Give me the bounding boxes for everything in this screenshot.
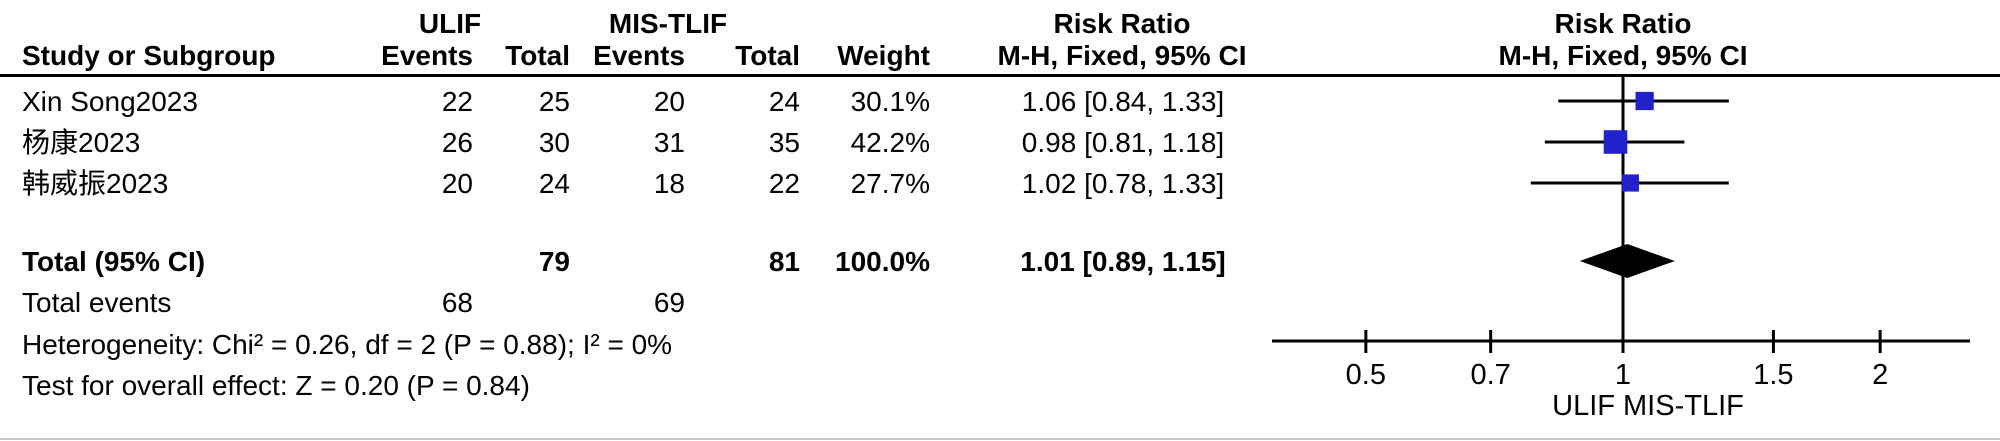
study-ci-text: 1.02 [0.78, 1.33] <box>1021 168 1225 199</box>
table-row: 杨康2023 26 30 31 35 42.2% 0.98 [0.81, 1.1… <box>0 125 2000 161</box>
events-group1: 20 <box>441 168 473 199</box>
method-header-left: M-H, Fixed, 95% CI <box>997 40 1247 71</box>
events-group1: 26 <box>441 127 473 158</box>
total-label: Total (95% CI) <box>22 246 206 277</box>
total-ci-text: 1.01 [0.89, 1.15] <box>1020 246 1226 277</box>
axis-tick-label: 0.7 <box>1471 359 1511 391</box>
total-events-group1: 68 <box>441 287 473 318</box>
total1-column-header: Total <box>505 40 570 71</box>
events1-column-header: Events <box>381 40 473 71</box>
events-group2: 18 <box>653 168 685 199</box>
axis-tick-label: 1 <box>1615 359 1631 391</box>
effect-square <box>1621 174 1639 192</box>
header-divider <box>0 74 2000 77</box>
events-group2: 31 <box>653 127 685 158</box>
total-events-label: Total events <box>22 287 172 318</box>
effect-square <box>1635 91 1654 111</box>
axis-tick-label: 0.5 <box>1346 359 1386 391</box>
study-weight: 30.1% <box>850 86 930 117</box>
risk-ratio-header-right: Risk Ratio <box>1554 8 1692 39</box>
study-column-header: Study or Subgroup <box>22 40 276 71</box>
weight-column-header: Weight <box>837 40 930 71</box>
total-weight: 100.0% <box>835 246 930 277</box>
study-weight: 27.7% <box>850 168 930 199</box>
total-group1: 25 <box>538 86 570 117</box>
total-group2: 35 <box>768 127 800 158</box>
heterogeneity-text: Heterogeneity: Chi² = 0.26, df = 2 (P = … <box>22 329 673 360</box>
events2-column-header: Events <box>593 40 685 71</box>
method-header-right: M-H, Fixed, 95% CI <box>1498 40 1748 71</box>
events-group2: 20 <box>653 86 685 117</box>
total-group1: 24 <box>538 168 570 199</box>
study-name: 韩威振2023 <box>22 168 169 199</box>
bottom-border <box>0 438 2000 440</box>
study-ci-text: 0.98 [0.81, 1.18] <box>1021 127 1225 158</box>
table-row: Xin Song2023 22 25 20 24 30.1% 1.06 [0.8… <box>0 84 2000 120</box>
total-row: Total (95% CI) 79 81 100.0% 1.01 [0.89, … <box>0 244 2000 280</box>
group1-header: ULIF <box>418 8 482 39</box>
study-name: Xin Song2023 <box>22 86 198 117</box>
risk-ratio-header-left: Risk Ratio <box>1053 8 1191 39</box>
total2-column-header: Total <box>735 40 800 71</box>
total-group2: 22 <box>768 168 800 199</box>
total-n-group1: 79 <box>538 246 570 277</box>
effect-square <box>1603 130 1628 154</box>
axis-sublabel: ULIF MIS-TLIF <box>1552 390 1744 422</box>
group2-header: MIS-TLIF <box>608 8 728 39</box>
total-group1: 30 <box>538 127 570 158</box>
total-events-row: Total events 68 69 <box>0 285 2000 321</box>
table-row: 韩威振2023 20 24 18 22 27.7% 1.02 [0.78, 1.… <box>0 166 2000 202</box>
total-group2: 24 <box>768 86 800 117</box>
study-ci-text: 1.06 [0.84, 1.33] <box>1021 86 1225 117</box>
total-n-group2: 81 <box>768 246 800 277</box>
summary-diamond <box>1579 244 1675 278</box>
total-events-group2: 69 <box>653 287 685 318</box>
axis-tick-label: 1.5 <box>1753 359 1793 391</box>
study-name: 杨康2023 <box>22 127 141 158</box>
overall-effect-text: Test for overall effect: Z = 0.20 (P = 0… <box>22 370 530 401</box>
study-weight: 42.2% <box>850 127 930 158</box>
axis-tick-label: 2 <box>1872 359 1888 391</box>
events-group1: 22 <box>441 86 473 117</box>
